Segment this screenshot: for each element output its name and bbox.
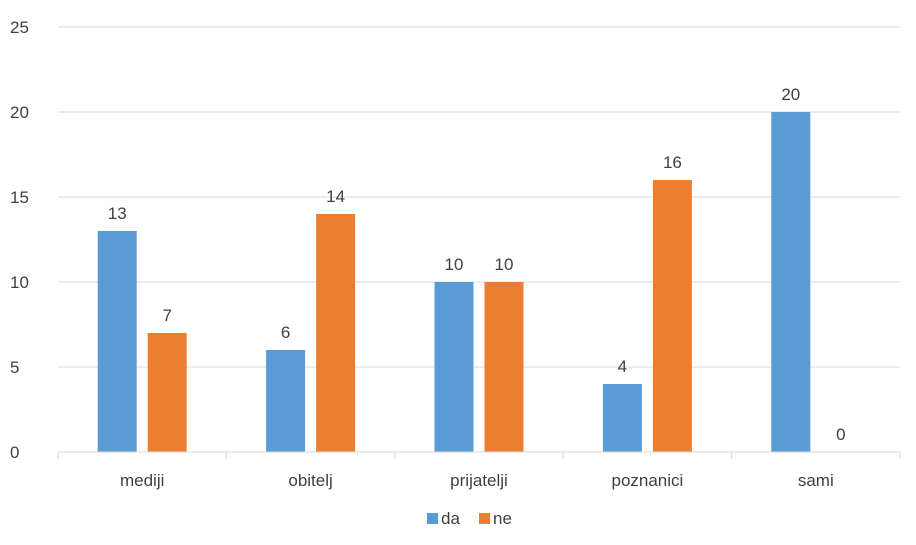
x-axis: mediji obitelj prijatelji poznanici sami: [57, 451, 901, 490]
gridlines: [58, 26, 900, 368]
data-label: 14: [326, 187, 345, 206]
data-label: 10: [495, 255, 514, 274]
data-labels: 13 7 6 14 10 10 4 16 20 0: [108, 85, 846, 444]
bar-da-poznanici: [602, 384, 642, 452]
y-tick-label: 10: [10, 273, 29, 292]
legend-swatch-da: [427, 513, 438, 524]
legend-swatch-ne: [479, 513, 490, 524]
data-label: 4: [618, 357, 627, 376]
x-category-label: mediji: [120, 471, 164, 490]
data-label: 16: [663, 153, 682, 172]
data-label: 20: [781, 85, 800, 104]
bar-da-prijatelji: [434, 282, 474, 452]
x-category-label: poznanici: [611, 471, 683, 490]
bar-ne-prijatelji: [484, 282, 524, 452]
y-axis-ticks: 0 5 10 15 20 25: [10, 18, 29, 462]
y-tick-label: 5: [10, 358, 19, 377]
bar-ne-obitelj: [316, 214, 356, 452]
legend: da ne: [427, 509, 512, 528]
x-category-label: prijatelji: [450, 471, 508, 490]
bar-da-sami: [771, 112, 811, 452]
data-label: 10: [445, 255, 464, 274]
bar-ne-poznanici: [652, 180, 692, 452]
bars: [97, 112, 811, 452]
y-tick-label: 15: [10, 188, 29, 207]
x-category-label: sami: [798, 471, 834, 490]
y-tick-label: 0: [10, 443, 19, 462]
x-category-label: obitelj: [288, 471, 332, 490]
bar-da-obitelj: [266, 350, 306, 452]
y-tick-label: 25: [10, 18, 29, 37]
legend-label-da: da: [441, 509, 460, 528]
legend-label-ne: ne: [493, 509, 512, 528]
data-label: 13: [108, 204, 127, 223]
bar-ne-mediji: [147, 333, 187, 452]
data-label: 6: [281, 323, 290, 342]
bar-da-mediji: [97, 231, 137, 452]
data-label: 7: [162, 306, 171, 325]
data-label: 0: [836, 425, 845, 444]
y-tick-label: 20: [10, 103, 29, 122]
